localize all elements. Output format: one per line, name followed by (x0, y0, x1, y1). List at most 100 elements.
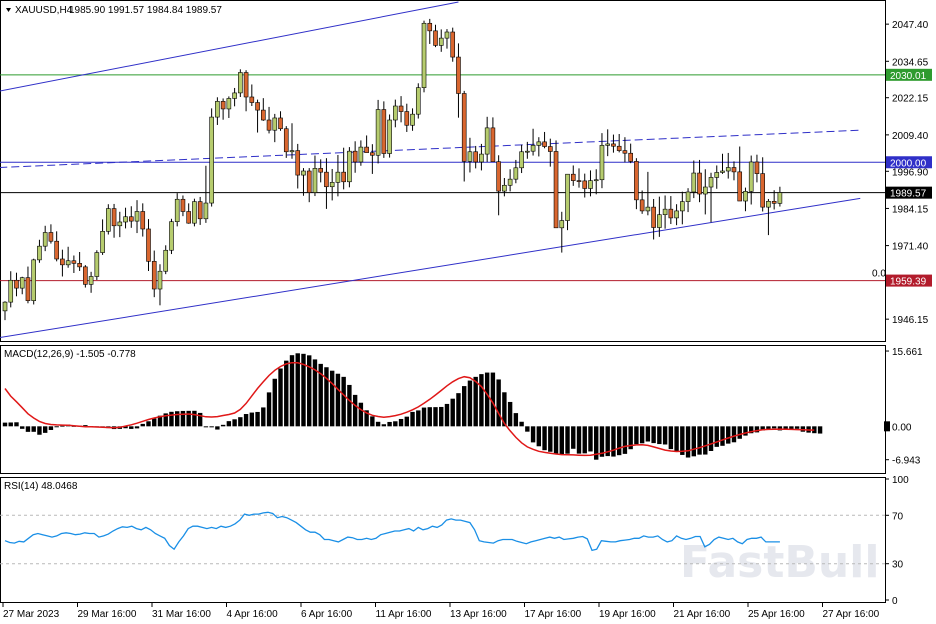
candle (358, 140, 364, 166)
candle-body (83, 266, 88, 285)
candle (352, 141, 358, 173)
macd-bar (565, 426, 570, 454)
candle-body (375, 109, 381, 156)
candle-body (255, 102, 260, 111)
candle-body (60, 258, 65, 266)
macd-bar (817, 426, 823, 434)
candle-body (232, 92, 237, 99)
candle (318, 159, 324, 183)
candle-body (766, 201, 771, 208)
candle-body (272, 117, 278, 131)
candle (530, 128, 536, 156)
candle (490, 117, 496, 162)
candle-body (169, 221, 174, 251)
macd-bar (662, 426, 668, 445)
candle (197, 196, 203, 225)
candle-body (238, 72, 243, 94)
level-tag-label: 1959.39 (890, 277, 927, 288)
candle-body (364, 146, 369, 153)
macd-bar (329, 370, 335, 427)
candle-body (702, 186, 708, 195)
candle (54, 231, 59, 262)
candle (283, 126, 289, 158)
candle (260, 98, 266, 121)
candle (364, 135, 369, 153)
macd-bar (513, 413, 519, 427)
candle (605, 129, 611, 157)
candle (341, 147, 346, 190)
time-tick-label: 25 Apr 16:00 (748, 609, 805, 620)
candle (484, 116, 490, 162)
candle-body (668, 208, 674, 219)
candle-body (117, 221, 123, 227)
candle-body (576, 180, 582, 182)
candle (542, 131, 547, 149)
candle-body (278, 117, 283, 130)
candle-body (220, 101, 226, 110)
candle-body (283, 128, 289, 153)
macd-bar (771, 426, 777, 429)
macd-bar (599, 426, 605, 457)
candle-body (438, 37, 444, 46)
macd-tick-label: 15.661 (892, 347, 923, 358)
candle-body (720, 170, 725, 173)
macd-zero-marker (884, 421, 890, 432)
candle (180, 195, 186, 217)
candle (588, 170, 593, 197)
macd-bar (312, 359, 318, 427)
candle (25, 266, 31, 304)
macd-bar (651, 426, 656, 444)
macd-bar (794, 426, 800, 429)
macd-bar (152, 418, 157, 427)
candle (14, 272, 19, 297)
candle-body (295, 150, 301, 176)
candle (71, 255, 77, 273)
candle-body (748, 161, 754, 192)
macd-bar (146, 421, 151, 427)
candle (754, 154, 760, 183)
macd-bar (25, 426, 31, 432)
macd-bar (83, 425, 88, 427)
candle-body (479, 153, 484, 163)
candle-body (410, 113, 415, 126)
candle-body (289, 150, 295, 153)
candle-body (777, 192, 783, 204)
rsi-title: RSI(14) 48.0468 (4, 481, 78, 492)
candle-body (685, 191, 691, 202)
candle (329, 168, 335, 201)
macd-bar (226, 421, 232, 427)
candle (37, 239, 42, 263)
candle-body (347, 150, 352, 183)
candle-body (616, 145, 622, 151)
macd-bar (398, 418, 404, 427)
candle-body (507, 178, 513, 186)
candle (680, 191, 685, 225)
candle-body (209, 116, 214, 204)
candle-body (657, 214, 662, 228)
macd-bar (490, 372, 496, 427)
candle-body (444, 31, 450, 39)
macd-bar (582, 426, 587, 454)
macd-bar (410, 411, 415, 427)
candle (760, 157, 765, 212)
candle (553, 140, 559, 229)
rsi-tick-label: 0 (892, 596, 898, 607)
macd-bar (559, 426, 564, 455)
candle-body (226, 98, 232, 110)
macd-bar (209, 426, 214, 428)
candle (496, 155, 501, 216)
macd-bar (416, 410, 421, 427)
macd-bar (48, 426, 54, 430)
macd-bar (479, 374, 484, 427)
macd-bar (8, 422, 13, 427)
macd-bar (364, 410, 369, 427)
candle (421, 20, 427, 93)
macd-bar (634, 426, 639, 445)
candle (381, 101, 387, 158)
candle (2, 301, 8, 321)
candle (100, 219, 105, 255)
price-tick-label: 1971.40 (892, 242, 929, 253)
level-tag-label: 1989.57 (890, 189, 927, 200)
candle-body (599, 145, 605, 181)
candle (312, 155, 318, 197)
